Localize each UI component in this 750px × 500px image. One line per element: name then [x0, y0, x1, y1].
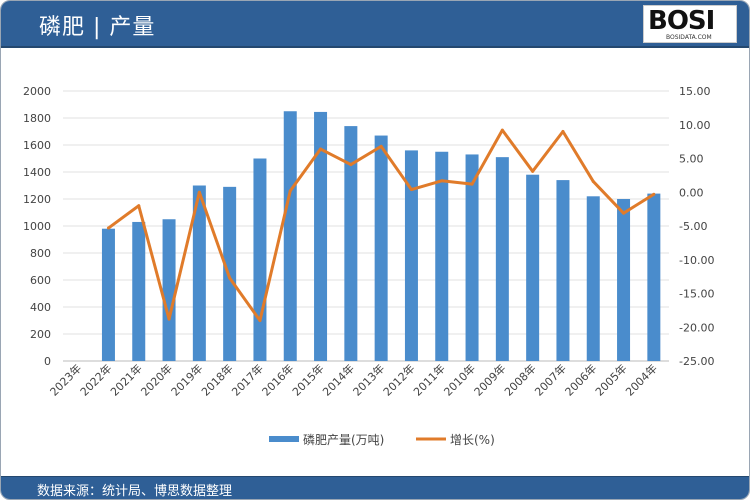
growth-point-2015年	[319, 147, 323, 151]
y-left-tick-label: 1400	[23, 166, 51, 179]
y-right-tick-label: -25.00	[679, 355, 714, 368]
growth-point-2022年	[106, 226, 110, 230]
x-tick-label: 2007年	[532, 361, 569, 398]
legend-bar-label: 磷肥产量(万吨)	[303, 432, 384, 447]
x-tick-label: 2005年	[592, 361, 629, 398]
growth-point-2016年	[288, 189, 292, 193]
bar-2013年	[374, 135, 388, 361]
x-tick-label: 2008年	[501, 361, 538, 398]
y-left-tick-label: 1200	[23, 193, 51, 206]
x-tick-label: 2006年	[562, 361, 599, 398]
x-tick-label: 2019年	[168, 361, 205, 398]
bar-2016年	[283, 111, 297, 361]
y-left-tick-label: 1000	[23, 220, 51, 233]
growth-point-2014年	[349, 163, 353, 167]
bar-2021年	[132, 221, 146, 361]
header-bar: 磷肥 | 产量 BOSI BOSIDATA.COM	[1, 1, 749, 48]
logo-text: BOSI	[648, 6, 715, 36]
growth-point-2005年	[622, 211, 626, 215]
growth-point-2006年	[591, 179, 595, 183]
bar-2022年	[101, 228, 115, 361]
y-left-tick-label: 1600	[23, 139, 51, 152]
growth-point-2018年	[228, 276, 232, 280]
x-tick-label: 2017年	[229, 361, 266, 398]
x-tick-label: 2013年	[350, 361, 387, 398]
y-left-tick-label: 2000	[23, 85, 51, 98]
growth-point-2017年	[258, 319, 262, 322]
y-left-tick-label: 1800	[23, 112, 51, 125]
bar-2006年	[586, 196, 600, 361]
x-tick-label: 2004年	[622, 361, 659, 398]
bar-2005年	[617, 199, 631, 361]
x-tick-label: 2011年	[410, 361, 447, 398]
y-right-tick-label: 5.00	[679, 153, 704, 166]
logo-subtext: BOSIDATA.COM	[666, 34, 712, 41]
bar-2009年	[495, 157, 509, 361]
y-right-tick-label: -15.00	[679, 288, 714, 301]
growth-point-2019年	[197, 190, 201, 194]
legend-line-label: 增长(%)	[450, 433, 495, 447]
x-tick-label: 2018年	[198, 361, 235, 398]
x-tick-label: 2016年	[259, 361, 296, 398]
growth-point-2011年	[440, 179, 444, 183]
x-tick-label: 2012年	[380, 361, 417, 398]
y-right-tick-label: 0.00	[679, 186, 704, 199]
growth-point-2010年	[470, 182, 474, 186]
y-left-tick-label: 400	[30, 301, 51, 314]
bar-2014年	[344, 126, 358, 361]
bar-2004年	[647, 193, 661, 361]
bar-2017年	[253, 158, 267, 361]
y-left-tick-label: 800	[30, 247, 51, 260]
bar-2020年	[162, 219, 176, 361]
footer-bar: 数据来源：统计局、博思数据整理	[1, 476, 749, 499]
bar-2007年	[556, 180, 570, 361]
data-source: 数据来源：统计局、博思数据整理	[37, 484, 233, 499]
bar-2008年	[526, 174, 540, 361]
x-tick-label: 2010年	[441, 361, 478, 398]
x-tick-label: 2020年	[138, 361, 175, 398]
bar-2015年	[314, 111, 328, 361]
growth-point-2008年	[531, 169, 535, 173]
growth-point-2009年	[500, 128, 504, 132]
bar-2011年	[435, 151, 449, 361]
y-left-tick-label: 0	[44, 355, 51, 368]
y-right-tick-label: 15.00	[679, 85, 711, 98]
y-right-tick-label: -20.00	[679, 321, 714, 334]
y-right-tick-label: 10.00	[679, 119, 711, 132]
growth-point-2007年	[561, 130, 565, 133]
bar-2010年	[465, 154, 479, 361]
bar-2019年	[192, 185, 206, 361]
page-title: 磷肥 | 产量	[39, 15, 156, 40]
bar-2012年	[404, 150, 418, 361]
x-tick-label: 2009年	[471, 361, 508, 398]
y-right-tick-label: -10.00	[679, 254, 714, 267]
growth-point-2004年	[652, 192, 656, 196]
legend-bar-swatch	[269, 436, 299, 442]
x-tick-label: 2022年	[77, 361, 114, 398]
growth-point-2020年	[167, 317, 171, 321]
x-tick-label: 2014年	[319, 361, 356, 398]
y-left-tick-label: 200	[30, 328, 51, 341]
growth-point-2021年	[137, 204, 141, 208]
bosi-logo: BOSI BOSIDATA.COM	[643, 5, 737, 43]
x-tick-label: 2021年	[107, 361, 144, 398]
x-tick-label: 2023年	[47, 361, 84, 398]
x-tick-label: 2015年	[289, 361, 326, 398]
y-left-tick-label: 600	[30, 274, 51, 287]
growth-point-2012年	[409, 188, 413, 192]
y-right-tick-label: -5.00	[679, 220, 707, 233]
growth-point-2013年	[379, 144, 383, 148]
